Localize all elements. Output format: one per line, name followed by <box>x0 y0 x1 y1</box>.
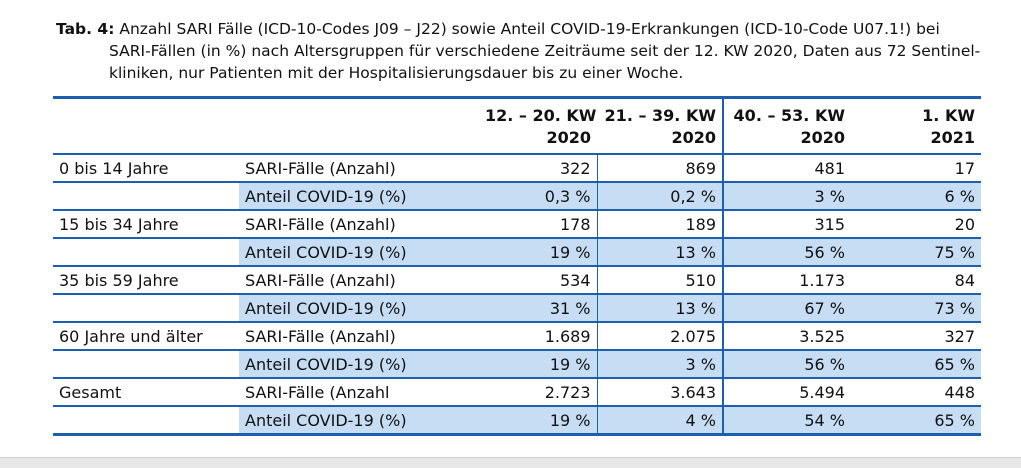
table-row: Anteil COVID-19 (%) 19 % 13 % 56 % 75 % <box>53 238 981 267</box>
header-empty-cell <box>53 125 239 155</box>
header-year: 2020 <box>722 125 851 155</box>
count-cell: 448 <box>851 378 981 407</box>
share-cell: 75 % <box>851 238 981 267</box>
share-cell: 19 % <box>479 350 597 379</box>
age-group-label: 15 bis 34 Jahre <box>53 210 239 239</box>
share-cell: 3 % <box>722 182 851 211</box>
count-cell: 534 <box>479 266 597 295</box>
age-group-label: Gesamt <box>53 378 239 407</box>
caption-label: Tab. 4: <box>56 20 115 38</box>
header-empty-cell <box>239 96 479 125</box>
header-empty-cell <box>239 125 479 155</box>
table-body: 0 bis 14 Jahre SARI-Fälle (Anzahl) 322 8… <box>53 154 981 436</box>
count-cell: 84 <box>851 266 981 295</box>
age-group-blank <box>53 238 239 267</box>
share-cell: 13 % <box>596 238 723 267</box>
caption-line-3: kliniken, nur Patienten mit der Hospital… <box>109 64 684 82</box>
count-cell: 178 <box>479 210 597 239</box>
header-year-row: 2020 2020 2020 2021 <box>53 125 981 155</box>
metric-label: Anteil COVID-19 (%) <box>239 238 479 267</box>
count-cell: 2.075 <box>596 322 723 351</box>
table-row: 0 bis 14 Jahre SARI-Fälle (Anzahl) 322 8… <box>53 154 981 183</box>
metric-label: Anteil COVID-19 (%) <box>239 350 479 379</box>
metric-label: SARI-Fälle (Anzahl <box>239 378 479 407</box>
count-cell: 1.689 <box>479 322 597 351</box>
header-period: 21. – 39. KW <box>597 96 723 125</box>
header-year: 2020 <box>597 125 723 155</box>
table-row: Anteil COVID-19 (%) 19 % 4 % 54 % 65 % <box>53 406 981 436</box>
metric-label: SARI-Fälle (Anzahl) <box>239 322 479 351</box>
share-cell: 31 % <box>479 294 597 323</box>
count-cell: 327 <box>851 322 981 351</box>
share-cell: 0,2 % <box>596 182 723 211</box>
share-cell: 67 % <box>722 294 851 323</box>
age-group-label: 60 Jahre und älter <box>53 322 239 351</box>
age-group-label: 35 bis 59 Jahre <box>53 266 239 295</box>
count-cell: 315 <box>722 210 851 239</box>
share-cell: 4 % <box>596 406 723 436</box>
count-cell: 869 <box>596 154 723 183</box>
share-cell: 65 % <box>851 406 981 436</box>
age-group-blank <box>53 406 239 436</box>
age-group-label: 0 bis 14 Jahre <box>53 154 239 183</box>
count-cell: 481 <box>722 154 851 183</box>
table-row: 35 bis 59 Jahre SARI-Fälle (Anzahl) 534 … <box>53 266 981 295</box>
table-row: Anteil COVID-19 (%) 31 % 13 % 67 % 73 % <box>53 294 981 323</box>
count-cell: 322 <box>479 154 597 183</box>
table-row: 60 Jahre und älter SARI-Fälle (Anzahl) 1… <box>53 322 981 351</box>
count-cell: 189 <box>596 210 723 239</box>
share-cell: 56 % <box>722 238 851 267</box>
count-cell: 2.723 <box>479 378 597 407</box>
count-cell: 1.173 <box>722 266 851 295</box>
age-group-blank <box>53 294 239 323</box>
count-cell: 20 <box>851 210 981 239</box>
caption-text-1: Anzahl SARI Fälle (ICD-10-Codes J09 – J2… <box>119 20 940 38</box>
metric-label: SARI-Fälle (Anzahl) <box>239 154 479 183</box>
sari-table: 12. – 20. KW 21. – 39. KW 40. – 53. KW 1… <box>53 96 981 436</box>
metric-label: Anteil COVID-19 (%) <box>239 294 479 323</box>
header-period-row: 12. – 20. KW 21. – 39. KW 40. – 53. KW 1… <box>53 96 981 125</box>
share-cell: 19 % <box>479 238 597 267</box>
header-period: 12. – 20. KW <box>479 96 597 125</box>
metric-label: Anteil COVID-19 (%) <box>239 406 479 436</box>
share-cell: 6 % <box>851 182 981 211</box>
table-row: Gesamt SARI-Fälle (Anzahl 2.723 3.643 5.… <box>53 378 981 407</box>
share-cell: 54 % <box>722 406 851 436</box>
table-row: 15 bis 34 Jahre SARI-Fälle (Anzahl) 178 … <box>53 210 981 239</box>
share-cell: 0,3 % <box>479 182 597 211</box>
count-cell: 17 <box>851 154 981 183</box>
count-cell: 5.494 <box>722 378 851 407</box>
age-group-blank <box>53 350 239 379</box>
header-year: 2021 <box>851 125 981 155</box>
share-cell: 56 % <box>722 350 851 379</box>
header-year: 2020 <box>479 125 597 155</box>
header-period: 40. – 53. KW <box>722 96 851 125</box>
count-cell: 510 <box>596 266 723 295</box>
metric-label: SARI-Fälle (Anzahl) <box>239 210 479 239</box>
count-cell: 3.643 <box>596 378 723 407</box>
table-row: Anteil COVID-19 (%) 19 % 3 % 56 % 65 % <box>53 350 981 379</box>
header-empty-cell <box>53 96 239 125</box>
caption-line-2: SARI-Fällen (in %) nach Altersgruppen fü… <box>109 42 981 60</box>
share-cell: 3 % <box>596 350 723 379</box>
metric-label: Anteil COVID-19 (%) <box>239 182 479 211</box>
table-caption: Tab. 4: Anzahl SARI Fälle (ICD-10-Codes … <box>56 18 991 84</box>
table-row: Anteil COVID-19 (%) 0,3 % 0,2 % 3 % 6 % <box>53 182 981 211</box>
metric-label: SARI-Fälle (Anzahl) <box>239 266 479 295</box>
caption-line-1: Tab. 4: Anzahl SARI Fälle (ICD-10-Codes … <box>56 18 991 40</box>
share-cell: 19 % <box>479 406 597 436</box>
window-bottom-edge <box>0 457 1021 468</box>
table-header: 12. – 20. KW 21. – 39. KW 40. – 53. KW 1… <box>53 96 981 155</box>
age-group-blank <box>53 182 239 211</box>
share-cell: 73 % <box>851 294 981 323</box>
share-cell: 65 % <box>851 350 981 379</box>
count-cell: 3.525 <box>722 322 851 351</box>
share-cell: 13 % <box>596 294 723 323</box>
header-period: 1. KW <box>851 96 981 125</box>
